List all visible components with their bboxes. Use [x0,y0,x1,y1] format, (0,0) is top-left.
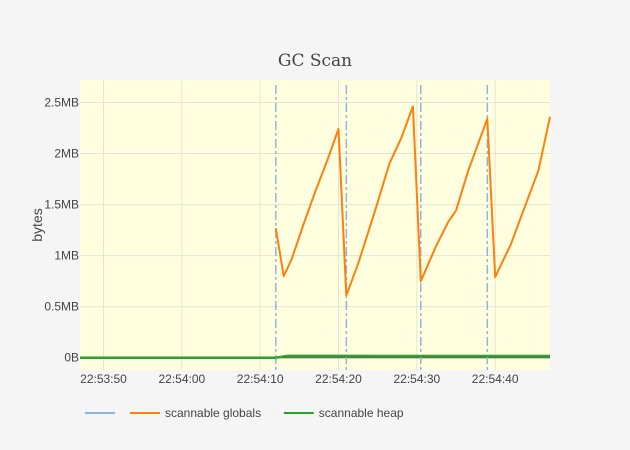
series-line-scannable-globals [274,105,551,297]
legend[interactable]: scannable globals scannable heap [85,406,404,420]
grid-lines [80,80,550,370]
x-tick-label: 22:54:20 [315,372,362,386]
legend-item-1[interactable]: scannable globals [130,406,261,420]
x-tick-label: 22:54:10 [237,372,284,386]
legend-label: scannable globals [165,406,261,420]
series-0 [275,85,489,370]
series-1 [274,105,551,297]
series-layer [80,85,551,370]
y-tick-label: 1MB [54,249,79,263]
y-axis-ticks: 0B 0.5MB 1MB 1.5MB 2MB 2.5MB [44,95,79,364]
x-tick-label: 22:54:30 [393,372,440,386]
y-tick-label: 0B [64,351,79,365]
series-2 [80,354,550,359]
x-tick-label: 22:54:40 [472,372,519,386]
y-tick-label: 1.5MB [44,198,79,212]
plot-area [80,80,550,370]
legend-item-2[interactable]: scannable heap [283,406,404,420]
series-line-scannable-heap [80,354,550,359]
y-tick-label: 2.5MB [44,95,79,109]
x-tick-label: 22:53:50 [80,372,127,386]
y-axis-title: bytes [29,208,45,241]
y-tick-label: 0.5MB [44,300,79,314]
legend-label: scannable heap [319,406,404,420]
x-tick-label: 22:54:00 [158,372,205,386]
x-axis-ticks: 22:53:50 22:54:00 22:54:10 22:54:20 22:54:30… [80,372,519,386]
chart-title: GC Scan [278,51,352,71]
y-tick-label: 2MB [54,147,79,161]
